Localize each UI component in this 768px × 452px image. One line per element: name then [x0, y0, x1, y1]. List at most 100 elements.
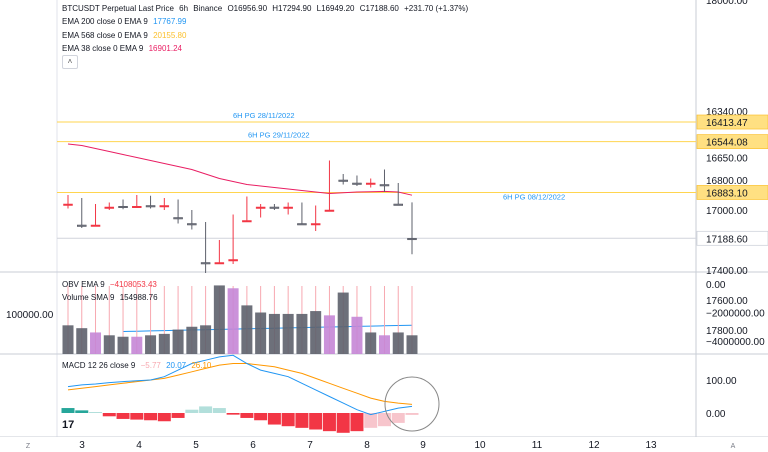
legend-ema38-label: EMA 38 close 0 EMA 9 [62, 44, 144, 53]
macd-histogram-bar [322, 413, 336, 432]
macd-histogram-bar [391, 413, 405, 423]
obv-bar [268, 313, 280, 354]
candle-body [407, 238, 417, 241]
collapse-legend-button[interactable]: ˄ [62, 55, 78, 69]
macd-histogram-bar [102, 413, 116, 417]
obv-bar [186, 326, 198, 354]
macd-histogram-bar [364, 413, 378, 428]
ohlc-change: +231.70 (+1.37%) [404, 4, 469, 13]
macd-histogram-bar [212, 408, 226, 413]
time-tick-label: 6 [250, 440, 256, 451]
obv-bar [296, 313, 308, 354]
candle-body [132, 206, 142, 208]
macd-histogram-bar [199, 406, 213, 413]
macd-histogram-bar [377, 413, 391, 427]
obv-tick-label: −2000000.00 [706, 309, 765, 320]
candle-body [338, 179, 348, 182]
candle-body [145, 205, 156, 208]
macd-histogram-bar [89, 412, 103, 413]
macd-histogram-bar [75, 410, 89, 413]
legend-ema38[interactable]: EMA 38 close 0 EMA 9 16901.24 [62, 43, 185, 54]
macd-histogram-bar [350, 413, 364, 432]
macd-histogram-bar [240, 413, 254, 418]
legend-ema200[interactable]: EMA 200 close 0 EMA 9 17767.99 [62, 16, 189, 27]
legend-obv-value: −4108053.43 [109, 280, 157, 289]
price-tick-label: 17600.00 [706, 296, 748, 307]
macd-histogram-bar [267, 413, 281, 425]
candle-body [159, 205, 170, 208]
time-tick-label: 5 [193, 440, 199, 451]
macd-histogram-bar [157, 413, 171, 422]
legend-obv[interactable]: OBV EMA 9 −4108053.43 [62, 279, 160, 290]
candle-body [324, 209, 335, 212]
legend-macd-value: 20.07 [166, 361, 187, 370]
chevron-up-icon: ˄ [67, 57, 73, 66]
legend-ema568[interactable]: EMA 568 close 0 EMA 9 20155.80 [62, 30, 189, 41]
obv-bar [241, 305, 253, 354]
macd-histogram-bar [281, 413, 295, 427]
obv-bar [117, 336, 129, 354]
obv-bar [103, 335, 115, 354]
price-badge-label: 16883.10 [706, 188, 748, 199]
obv-bar [90, 332, 102, 354]
candle-body [255, 206, 266, 209]
symbol-name[interactable]: BTCUSDT Perpetual Last Price [62, 4, 174, 13]
price-tick-label: 17800.00 [706, 326, 748, 337]
candle-body [379, 184, 390, 187]
ohlc-close: C17188.60 [359, 4, 399, 13]
candle-body [393, 203, 403, 206]
obv-bar [323, 315, 335, 354]
legend-macd-signal: 26.10 [191, 361, 212, 370]
price-badge-label: 17188.60 [706, 234, 748, 245]
legend-macd[interactable]: MACD 12 26 close 9 −5.77 20.07 26.10 [62, 360, 214, 371]
obv-left-label: 100000.00 [6, 310, 54, 321]
candle-body [90, 224, 101, 227]
obv-bar [131, 336, 143, 354]
macd-signal-line [67, 363, 413, 405]
candle-body [77, 224, 87, 227]
pg-level-label: 6H PG 29/11/2022 [248, 131, 310, 140]
obv-bar [351, 316, 363, 354]
obv-bar [62, 325, 74, 354]
legend-macd-label: MACD 12 26 close 9 [62, 361, 136, 370]
time-axis [0, 437, 768, 452]
macd-tick-label: 0.00 [706, 409, 726, 420]
interval[interactable]: 6h [179, 4, 189, 13]
pg-level-label: 6H PG 28/11/2022 [233, 111, 295, 120]
tradingview-logo-icon: 17 [62, 419, 74, 431]
candle-body [104, 206, 115, 209]
macd-line [67, 354, 413, 416]
price-badge [696, 230, 768, 246]
macd-histogram-bar [130, 413, 144, 420]
obv-tick-label: −4000000.00 [706, 337, 765, 348]
obv-bar [337, 292, 349, 354]
candle-body [269, 206, 280, 209]
candle-body [242, 220, 252, 223]
price-tick-label: 17400.00 [706, 266, 748, 277]
macd-histogram-bar [336, 413, 350, 433]
auto-scale-icon: A [731, 443, 736, 450]
legend-ema200-label: EMA 200 close 0 EMA 9 [62, 17, 148, 26]
obv-tick-label: 0.00 [706, 280, 726, 291]
macd-tick-label: 100.00 [706, 376, 737, 387]
ema38-line [67, 143, 413, 196]
candle-body [187, 223, 197, 226]
ohlc-high: H17294.90 [272, 4, 312, 13]
pg-level-label: 6H PG 08/12/2022 [503, 192, 565, 201]
candle-body [352, 182, 362, 185]
legend-ema568-value: 20155.80 [153, 31, 187, 40]
zoom-out-icon: Z [26, 443, 31, 450]
obv-bar [282, 313, 294, 354]
obv-bar [158, 333, 170, 354]
macd-histogram-bar [116, 413, 130, 419]
macd-histogram-bar [226, 413, 240, 415]
ohlc-open: O16956.90 [227, 4, 268, 13]
macd-histogram-bar [144, 413, 158, 421]
price-tick-label: 16800.00 [706, 176, 748, 187]
legend-volume-sma[interactable]: Volume SMA 9 154988.76 [62, 292, 161, 303]
obv-bar [76, 328, 88, 354]
macd-histogram-bar [295, 413, 309, 428]
obv-bar [310, 311, 322, 354]
candle-body [310, 223, 321, 226]
